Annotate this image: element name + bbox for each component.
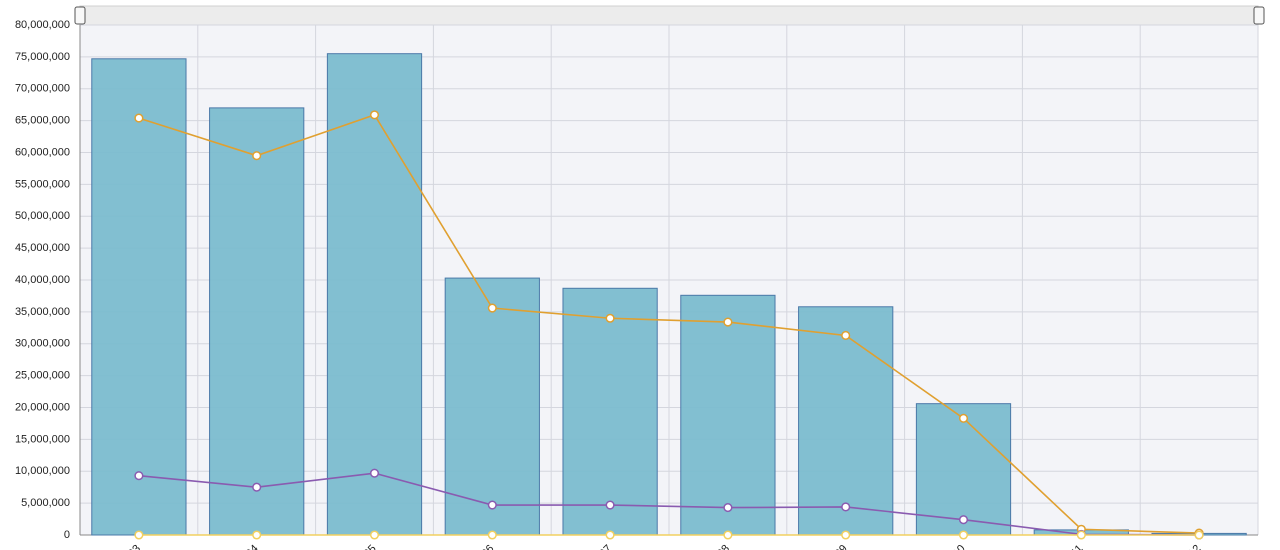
y-tick-label: 0 <box>64 529 70 541</box>
bar <box>91 58 187 536</box>
line-point <box>1194 530 1204 540</box>
line-point <box>487 530 497 540</box>
y-tick-label: 25,000,000 <box>15 370 70 382</box>
line-point <box>958 515 969 525</box>
bar <box>444 277 540 536</box>
line-point <box>958 413 969 423</box>
line-point <box>487 303 497 313</box>
line-point <box>487 500 497 510</box>
y-tick-label: 70,000,000 <box>15 83 70 95</box>
line-point <box>723 503 733 513</box>
scrollbar[interactable] <box>79 5 1259 26</box>
scroll-handle[interactable] <box>74 6 86 25</box>
x-tick-label: 11 <box>1069 543 1086 550</box>
y-tick-label: 5,000,000 <box>21 497 70 509</box>
scroll-handle[interactable] <box>1253 6 1265 25</box>
line-point <box>134 113 144 123</box>
line-point <box>1076 530 1086 540</box>
y-tick-label: 55,000,000 <box>15 178 70 190</box>
bar <box>915 403 1012 536</box>
line-point <box>841 330 851 341</box>
line-point <box>369 530 380 540</box>
line-point <box>605 530 615 540</box>
line-point <box>841 502 851 512</box>
x-tick-label: 05 <box>362 543 379 550</box>
y-tick-label: 50,000,000 <box>15 210 70 222</box>
x-tick-label: 06 <box>479 543 496 550</box>
y-tick-label: 40,000,000 <box>15 274 70 286</box>
line-point <box>369 110 380 120</box>
x-tick-label: 03 <box>126 543 143 550</box>
x-tick-label: 07 <box>597 543 614 550</box>
line-point <box>723 317 733 327</box>
y-tick-label: 35,000,000 <box>15 306 70 318</box>
line-point <box>252 482 262 492</box>
y-tick-label: 60,000,000 <box>15 146 70 158</box>
y-tick-label: 20,000,000 <box>15 401 70 413</box>
x-tick-label: 12 <box>1186 543 1203 550</box>
x-tick-label: 10 <box>951 543 968 550</box>
y-tick-label: 15,000,000 <box>15 433 70 445</box>
line-point <box>134 530 144 540</box>
line-point <box>605 313 615 323</box>
line-point <box>252 530 262 540</box>
line-point <box>134 471 144 481</box>
line-point <box>605 500 615 510</box>
y-tick-label: 80,000,000 <box>15 19 70 31</box>
bar <box>326 53 423 536</box>
line-point <box>841 530 851 540</box>
x-tick-label: 04 <box>244 543 261 550</box>
line-point <box>723 530 733 540</box>
x-tick-label: 09 <box>833 543 850 550</box>
bar <box>562 287 658 536</box>
y-tick-label: 30,000,000 <box>15 338 70 350</box>
line-point <box>369 468 380 478</box>
line-point <box>252 151 262 161</box>
y-tick-label: 65,000,000 <box>15 115 70 127</box>
y-tick-label: 10,000,000 <box>15 465 70 477</box>
x-tick-label: 08 <box>715 543 732 550</box>
bar <box>209 107 305 536</box>
y-tick-label: 75,000,000 <box>15 51 70 63</box>
line <box>138 472 1200 536</box>
line-point <box>958 530 969 540</box>
bar <box>798 306 894 536</box>
line <box>138 113 1200 534</box>
bar <box>680 294 776 536</box>
y-tick-label: 45,000,000 <box>15 242 70 254</box>
